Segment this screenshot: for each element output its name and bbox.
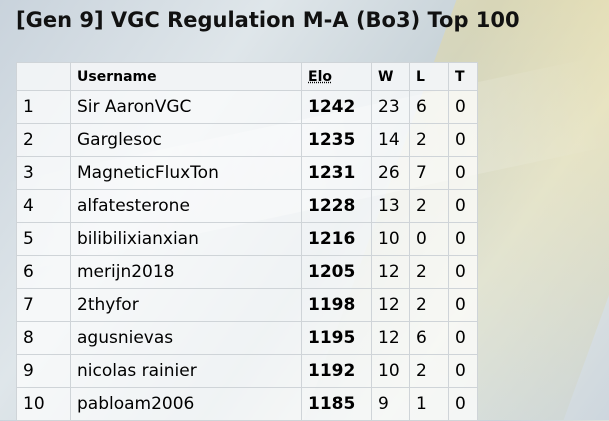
column-header-text[interactable]: T: [455, 68, 465, 85]
wins-cell: 12: [371, 321, 410, 355]
column-header-text[interactable]: L: [416, 68, 425, 85]
column-header: L: [409, 62, 449, 91]
ladder-row: 1 Sir AaronVGC 1242 23 6 0: [16, 90, 478, 124]
wins-cell: 23: [371, 90, 410, 124]
ties-cell: 0: [448, 123, 478, 157]
rank-cell: 3: [16, 156, 71, 190]
ties-cell: 0: [448, 255, 478, 289]
ladder-row: 7 2thyfor 1198 12 2 0: [16, 288, 478, 322]
wins-cell: 26: [371, 156, 410, 190]
losses-cell: 2: [409, 123, 449, 157]
column-header: Username: [70, 62, 302, 91]
ladder-row: 6 merijn2018 1205 12 2 0: [16, 255, 478, 289]
wins-cell: 13: [371, 189, 410, 223]
ladder-row: 3 MagneticFluxTon 1231 26 7 0: [16, 156, 478, 190]
elo-cell: 1185: [301, 387, 372, 421]
elo-cell: 1216: [301, 222, 372, 256]
losses-cell: 2: [409, 255, 449, 289]
elo-cell: 1198: [301, 288, 372, 322]
ties-cell: 0: [448, 156, 478, 190]
username-cell[interactable]: pabloam2006: [70, 387, 302, 421]
losses-cell: 2: [409, 354, 449, 388]
losses-cell: 0: [409, 222, 449, 256]
ties-cell: 0: [448, 321, 478, 355]
header-row: Username Elo W L T: [16, 62, 478, 91]
losses-cell: 7: [409, 156, 449, 190]
column-header-text[interactable]: Username: [77, 68, 157, 85]
rank-cell: 10: [16, 387, 71, 421]
elo-cell: 1235: [301, 123, 372, 157]
rank-cell: 4: [16, 189, 71, 223]
ladder-row: 2 Garglesoc 1235 14 2 0: [16, 123, 478, 157]
column-header-text[interactable]: W: [378, 68, 394, 85]
column-header-text[interactable]: Elo: [308, 68, 332, 85]
ladder-row: 4 alfatesterone 1228 13 2 0: [16, 189, 478, 223]
rank-cell: 5: [16, 222, 71, 256]
wins-cell: 10: [371, 354, 410, 388]
ties-cell: 0: [448, 387, 478, 421]
losses-cell: 2: [409, 189, 449, 223]
rank-cell: 7: [16, 288, 71, 322]
ladder-table: Username Elo W L T 1 Sir AaronVGC 1242 23 6 0 2 Gar…: [16, 62, 478, 421]
wins-cell: 9: [371, 387, 410, 421]
elo-cell: 1242: [301, 90, 372, 124]
ladder-row: 9 nicolas rainier 1192 10 2 0: [16, 354, 478, 388]
rank-cell: 1: [16, 90, 71, 124]
ties-cell: 0: [448, 189, 478, 223]
page-title: [Gen 9] VGC Regulation M-A (Bo3) Top 100: [16, 8, 520, 32]
username-cell[interactable]: bilibilixianxian: [70, 222, 302, 256]
wins-cell: 14: [371, 123, 410, 157]
rank-header: [16, 62, 71, 91]
column-header: Elo: [301, 62, 372, 91]
username-cell[interactable]: Sir AaronVGC: [70, 90, 302, 124]
rank-cell: 2: [16, 123, 71, 157]
ladder-row: 5 bilibilixianxian 1216 10 0 0: [16, 222, 478, 256]
ties-cell: 0: [448, 222, 478, 256]
wins-cell: 12: [371, 288, 410, 322]
username-cell[interactable]: MagneticFluxTon: [70, 156, 302, 190]
ties-cell: 0: [448, 354, 478, 388]
ties-cell: 0: [448, 90, 478, 124]
wins-cell: 12: [371, 255, 410, 289]
losses-cell: 2: [409, 288, 449, 322]
elo-cell: 1205: [301, 255, 372, 289]
ladder-row: 8 agusnievas 1195 12 6 0: [16, 321, 478, 355]
ties-cell: 0: [448, 288, 478, 322]
username-cell[interactable]: merijn2018: [70, 255, 302, 289]
elo-cell: 1228: [301, 189, 372, 223]
losses-cell: 1: [409, 387, 449, 421]
rank-cell: 9: [16, 354, 71, 388]
elo-cell: 1195: [301, 321, 372, 355]
rank-cell: 6: [16, 255, 71, 289]
wins-cell: 10: [371, 222, 410, 256]
username-cell[interactable]: agusnievas: [70, 321, 302, 355]
column-header: T: [448, 62, 478, 91]
elo-cell: 1231: [301, 156, 372, 190]
losses-cell: 6: [409, 321, 449, 355]
username-cell[interactable]: nicolas rainier: [70, 354, 302, 388]
username-cell[interactable]: Garglesoc: [70, 123, 302, 157]
losses-cell: 6: [409, 90, 449, 124]
ladder-row: 10 pabloam2006 1185 9 1 0: [16, 387, 478, 421]
username-cell[interactable]: alfatesterone: [70, 189, 302, 223]
elo-cell: 1192: [301, 354, 372, 388]
rank-cell: 8: [16, 321, 71, 355]
username-cell[interactable]: 2thyfor: [70, 288, 302, 322]
column-header: W: [371, 62, 410, 91]
